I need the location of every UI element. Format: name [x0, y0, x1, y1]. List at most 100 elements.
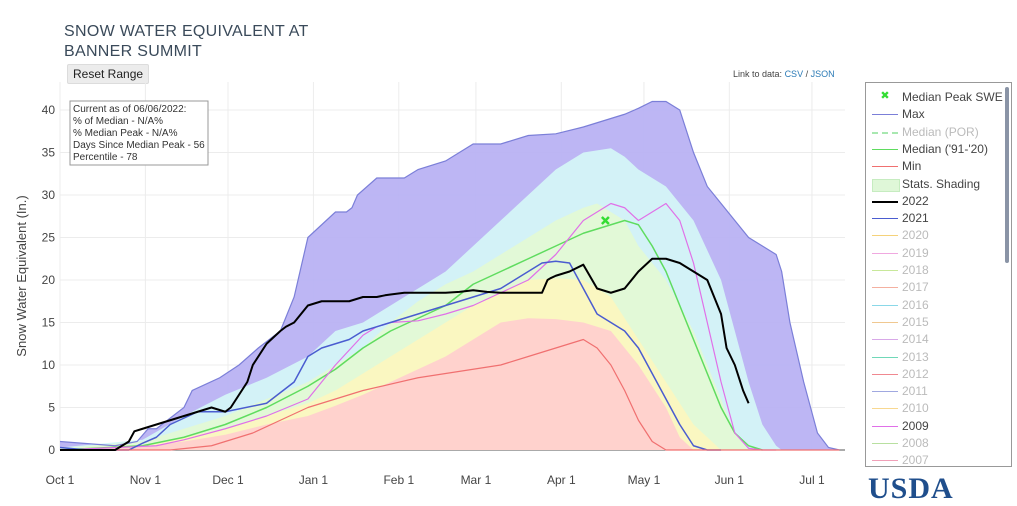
series-line-2009[interactable]: [59, 202, 777, 451]
link-separator: /: [805, 69, 809, 79]
info-box-line: % Median Peak - N/A%: [73, 128, 178, 139]
legend-label: Median (POR): [902, 124, 979, 139]
legend-swatch: [872, 287, 898, 289]
legend-swatch: [872, 460, 898, 462]
band-p30_band: [60, 318, 694, 450]
median-peak-marker[interactable]: [600, 216, 610, 225]
x-tick-label: Jan 1: [299, 473, 329, 487]
legend-label: 2019: [902, 245, 929, 260]
legend-label: 2020: [902, 228, 929, 243]
info-box-line: % of Median - N/A%: [73, 116, 163, 127]
legend-label: 2011: [902, 384, 928, 399]
legend-label: 2017: [902, 280, 929, 295]
y-tick-label: 10: [42, 358, 56, 372]
legend-label: Stats. Shading: [902, 176, 981, 191]
series-line-min[interactable]: [60, 338, 840, 451]
legend-item[interactable]: 2016: [866, 297, 1006, 314]
legend-label: 2013: [902, 349, 929, 364]
legend-item[interactable]: 2022: [866, 193, 1006, 210]
y-tick-label: 5: [48, 401, 55, 415]
legend-item[interactable]: 2007: [866, 452, 1006, 467]
x-tick-label: Nov 1: [130, 473, 162, 487]
legend-label: Median Peak SWE: [902, 90, 1003, 104]
legend-label: 2009: [902, 418, 929, 433]
legend-swatch: [872, 148, 898, 150]
legend-label: 2021: [902, 211, 929, 226]
legend-item[interactable]: 2013: [866, 349, 1006, 366]
legend-item[interactable]: 2008: [866, 435, 1006, 452]
legend-item[interactable]: 2020: [866, 227, 1006, 244]
title-line-1: SNOW WATER EQUIVALENT AT: [64, 23, 309, 40]
y-tick-label: 25: [42, 231, 56, 245]
legend-scrollbar[interactable]: [1005, 87, 1009, 263]
legend-item[interactable]: 2015: [866, 314, 1006, 331]
usda-logo: USDA: [868, 472, 954, 505]
legend-label: 2008: [902, 436, 929, 450]
x-tick-label: Mar 1: [461, 473, 492, 487]
legend-swatch: [872, 178, 900, 192]
x-tick-label: Jun 1: [715, 473, 745, 487]
legend-swatch: [872, 270, 898, 271]
reset-range-button[interactable]: Reset Range: [67, 64, 150, 84]
legend-swatch: [872, 200, 898, 203]
legend-item[interactable]: Median (POR): [866, 124, 1006, 141]
series-line-median-91-20-[interactable]: [59, 219, 763, 451]
title-line-2: BANNER SUMMIT: [64, 43, 203, 60]
legend-label: 2012: [902, 366, 929, 381]
info-box: [69, 100, 209, 166]
legend-swatch: [872, 339, 898, 341]
legend-item[interactable]: Min: [866, 158, 1006, 175]
info-box-line: Days Since Median Peak - 56: [73, 140, 205, 151]
legend-swatch: [872, 114, 898, 116]
json-link[interactable]: JSON: [810, 69, 835, 79]
y-tick-label: 30: [42, 188, 56, 202]
legend-item[interactable]: 2012: [866, 366, 1006, 383]
legend-label: 2007: [902, 453, 929, 467]
legend-swatch: [872, 166, 898, 168]
legend-label: Min: [902, 159, 922, 174]
y-tick-label: 35: [42, 146, 56, 160]
legend-item[interactable]: 2019: [866, 245, 1006, 262]
info-box-line: Current as of 06/06/2022:: [73, 104, 186, 115]
legend-item[interactable]: 2011: [866, 383, 1006, 400]
x-tick-label: May 1: [628, 473, 661, 487]
legend-item[interactable]: Median ('91-'20): [866, 141, 1006, 158]
y-tick-label: 40: [42, 103, 56, 117]
swe-chart[interactable]: 0 5 10 15 20 25 30 35 40 Oct 1 Nov 1 Dec 1 Jan 1 Feb …: [0, 0, 860, 501]
legend-swatch: [872, 356, 898, 358]
legend-item[interactable]: Max: [866, 106, 1006, 123]
x-tick-label: Dec 1: [212, 473, 244, 487]
legend-swatch: [872, 373, 898, 375]
series-line-2022[interactable]: [60, 257, 750, 451]
legend-item[interactable]: 2018: [866, 262, 1006, 279]
legend-swatch: [872, 252, 898, 254]
legend-item[interactable]: 2014: [866, 331, 1006, 348]
legend-item[interactable]: Stats. Shading: [866, 176, 1006, 193]
legend-swatch: [872, 304, 898, 306]
x-tick-label: Jul 1: [799, 473, 825, 487]
x-tick-label: Apr 1: [547, 473, 576, 487]
legend-swatch: ✖: [880, 90, 890, 102]
legend-item[interactable]: 2009: [866, 418, 1006, 435]
series-max-line: [59, 100, 840, 451]
legend-item[interactable]: 2021: [866, 210, 1006, 227]
x-tick-label: Feb 1: [383, 473, 414, 487]
data-links: Link to data: CSV / JSON: [733, 69, 835, 79]
legend-label: Max: [902, 107, 925, 122]
csv-link[interactable]: CSV: [784, 69, 804, 79]
chart-legend: ✖ Median Peak SWE Max Median (POR) Median ('…: [865, 82, 1012, 467]
legend-swatch: [872, 408, 898, 410]
legend-item[interactable]: 2010: [866, 400, 1006, 417]
legend-label: 2010: [902, 401, 929, 416]
legend-swatch: [872, 425, 898, 427]
y-tick-label: 0: [48, 443, 55, 457]
legend-item[interactable]: 2017: [866, 279, 1006, 296]
x-tick-label: Oct 1: [46, 473, 75, 487]
chart-title: SNOW WATER EQUIVALENT AT BANNER SUMMIT: [64, 22, 309, 62]
legend-label: 2016: [902, 297, 929, 312]
legend-swatch: [872, 131, 898, 134]
legend-item[interactable]: ✖ Median Peak SWE: [866, 89, 1006, 106]
legend-swatch: [872, 235, 898, 237]
legend-label: 2018: [902, 263, 929, 277]
legend-swatch: [872, 218, 898, 220]
